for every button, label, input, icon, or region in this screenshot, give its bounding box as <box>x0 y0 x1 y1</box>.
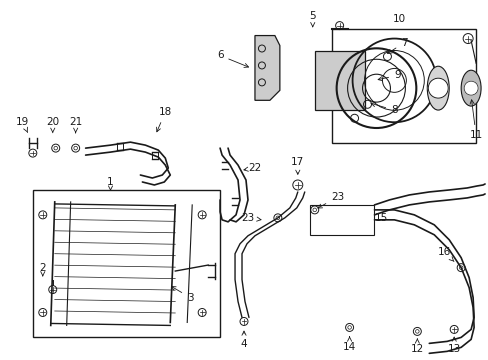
Polygon shape <box>254 36 279 100</box>
Text: 21: 21 <box>69 117 82 133</box>
Text: 4: 4 <box>240 331 247 349</box>
Circle shape <box>427 78 447 98</box>
Text: 12: 12 <box>410 339 423 354</box>
Text: 23: 23 <box>317 192 344 208</box>
Text: 22: 22 <box>244 163 261 173</box>
Text: 16: 16 <box>437 247 453 261</box>
Ellipse shape <box>460 70 480 106</box>
Circle shape <box>463 81 477 95</box>
Text: 2: 2 <box>40 263 46 276</box>
Text: 13: 13 <box>447 337 460 354</box>
Text: 6: 6 <box>216 50 248 67</box>
Bar <box>314 50 364 110</box>
Text: 19: 19 <box>16 117 29 132</box>
Bar <box>33 190 220 337</box>
Text: 3: 3 <box>171 287 193 302</box>
Text: 23: 23 <box>241 213 261 223</box>
Bar <box>331 28 475 143</box>
Text: 14: 14 <box>342 337 355 352</box>
Bar <box>309 205 374 235</box>
Text: 1: 1 <box>107 177 114 190</box>
Text: 5: 5 <box>309 11 315 27</box>
Text: 11: 11 <box>468 100 482 140</box>
Text: 20: 20 <box>46 117 59 133</box>
Text: 15: 15 <box>374 213 387 223</box>
Text: 7: 7 <box>387 37 407 54</box>
Text: 17: 17 <box>290 157 304 174</box>
Text: 18: 18 <box>156 107 172 132</box>
Text: 10: 10 <box>391 14 405 24</box>
Text: 8: 8 <box>370 103 397 115</box>
Ellipse shape <box>427 66 448 110</box>
Text: 9: 9 <box>377 71 400 81</box>
